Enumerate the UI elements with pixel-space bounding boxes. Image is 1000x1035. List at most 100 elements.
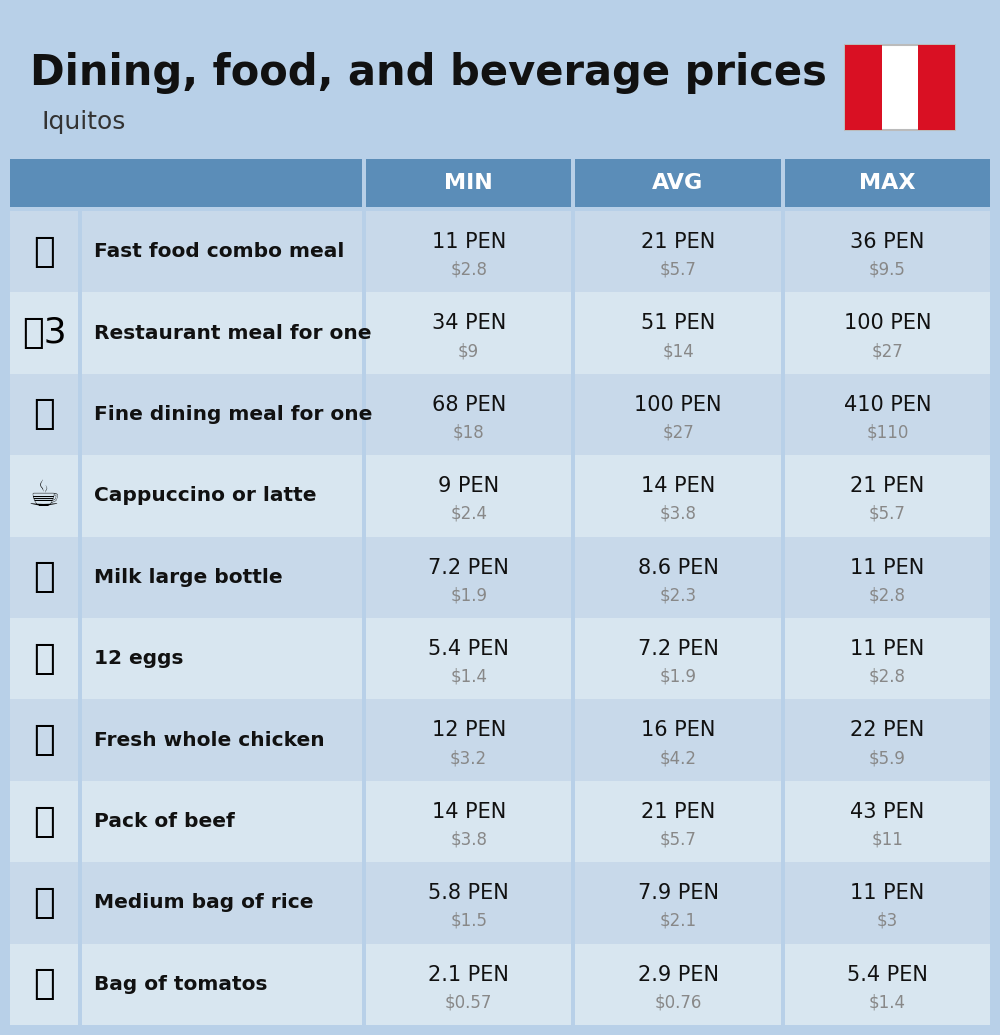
Text: $14: $14 [662,342,694,360]
Text: 5.4 PEN: 5.4 PEN [428,639,509,659]
Text: Bag of tomatos: Bag of tomatos [94,975,268,994]
Text: 410 PEN: 410 PEN [844,394,931,415]
Text: 22 PEN: 22 PEN [850,720,924,740]
FancyBboxPatch shape [10,862,78,944]
Text: 🌷3: 🌷3 [22,316,66,350]
FancyBboxPatch shape [366,944,571,1025]
FancyBboxPatch shape [366,700,571,780]
FancyBboxPatch shape [785,862,990,944]
Text: 7.9 PEN: 7.9 PEN [638,883,718,904]
Text: 🍚: 🍚 [33,886,55,920]
Text: $1.9: $1.9 [660,668,696,685]
Text: $0.76: $0.76 [654,994,702,1011]
Text: 🥚: 🥚 [33,642,55,676]
Text: 🥛: 🥛 [33,560,55,594]
FancyBboxPatch shape [82,293,362,374]
Text: 2.1 PEN: 2.1 PEN [428,965,509,984]
FancyBboxPatch shape [10,374,78,455]
Text: 43 PEN: 43 PEN [850,802,924,822]
Text: $3.2: $3.2 [450,749,487,767]
Text: 51 PEN: 51 PEN [641,314,715,333]
FancyBboxPatch shape [82,780,362,862]
FancyBboxPatch shape [366,293,571,374]
FancyBboxPatch shape [785,618,990,700]
FancyBboxPatch shape [82,374,362,455]
Text: $110: $110 [866,423,909,441]
FancyBboxPatch shape [575,159,781,207]
FancyBboxPatch shape [575,700,781,780]
FancyBboxPatch shape [366,862,571,944]
Text: Fine dining meal for one: Fine dining meal for one [94,405,372,424]
Text: Iquitos: Iquitos [42,110,126,134]
Text: Milk large bottle: Milk large bottle [94,568,283,587]
Text: $1.5: $1.5 [450,912,487,929]
Text: $27: $27 [662,423,694,441]
Text: 14 PEN: 14 PEN [432,802,506,822]
FancyBboxPatch shape [785,455,990,536]
FancyBboxPatch shape [366,618,571,700]
FancyBboxPatch shape [785,700,990,780]
Text: $2.8: $2.8 [869,668,906,685]
Text: 68 PEN: 68 PEN [432,394,506,415]
FancyBboxPatch shape [785,944,990,1025]
Text: $1.4: $1.4 [450,668,487,685]
Text: ☕: ☕ [28,479,60,513]
Text: MIN: MIN [444,173,493,193]
FancyBboxPatch shape [10,618,78,700]
Text: Fast food combo meal: Fast food combo meal [94,242,344,261]
Text: 21 PEN: 21 PEN [850,476,924,496]
FancyBboxPatch shape [575,862,781,944]
Text: Dining, food, and beverage prices: Dining, food, and beverage prices [30,52,827,94]
FancyBboxPatch shape [575,211,781,293]
Text: 🍽: 🍽 [33,397,55,432]
Text: $9.5: $9.5 [869,261,906,278]
FancyBboxPatch shape [785,293,990,374]
FancyBboxPatch shape [575,293,781,374]
FancyBboxPatch shape [10,211,78,293]
Text: Fresh whole chicken: Fresh whole chicken [94,731,325,749]
Text: 🍅: 🍅 [33,968,55,1001]
FancyBboxPatch shape [10,293,78,374]
Text: 2.9 PEN: 2.9 PEN [638,965,718,984]
FancyBboxPatch shape [366,536,571,618]
FancyBboxPatch shape [82,455,362,536]
FancyBboxPatch shape [366,780,571,862]
Text: $2.3: $2.3 [659,586,697,604]
Text: MAX: MAX [859,173,916,193]
FancyBboxPatch shape [366,159,571,207]
Text: $2.1: $2.1 [659,912,697,929]
Text: 14 PEN: 14 PEN [641,476,715,496]
FancyBboxPatch shape [82,700,362,780]
FancyBboxPatch shape [10,455,78,536]
FancyBboxPatch shape [82,211,362,293]
FancyBboxPatch shape [918,45,955,130]
Text: 34 PEN: 34 PEN [432,314,506,333]
FancyBboxPatch shape [10,780,78,862]
Text: 16 PEN: 16 PEN [641,720,715,740]
FancyBboxPatch shape [785,374,990,455]
FancyBboxPatch shape [82,536,362,618]
Text: 21 PEN: 21 PEN [641,232,715,252]
FancyBboxPatch shape [785,159,990,207]
Text: 12 PEN: 12 PEN [432,720,506,740]
Text: $3: $3 [877,912,898,929]
Text: Cappuccino or latte: Cappuccino or latte [94,486,316,505]
Text: 5.8 PEN: 5.8 PEN [428,883,509,904]
FancyBboxPatch shape [366,455,571,536]
Text: 11 PEN: 11 PEN [432,232,506,252]
Text: $11: $11 [871,830,903,849]
Text: $5.7: $5.7 [660,830,696,849]
Text: 🥩: 🥩 [33,804,55,838]
Text: 🍔: 🍔 [33,235,55,269]
FancyBboxPatch shape [366,374,571,455]
FancyBboxPatch shape [575,618,781,700]
Text: 11 PEN: 11 PEN [850,883,924,904]
Text: $5.7: $5.7 [869,505,906,523]
Text: 100 PEN: 100 PEN [634,394,722,415]
Text: $2.8: $2.8 [869,586,906,604]
Text: 11 PEN: 11 PEN [850,639,924,659]
FancyBboxPatch shape [82,862,362,944]
FancyBboxPatch shape [82,618,362,700]
Text: 21 PEN: 21 PEN [641,802,715,822]
Text: $5.7: $5.7 [660,261,696,278]
